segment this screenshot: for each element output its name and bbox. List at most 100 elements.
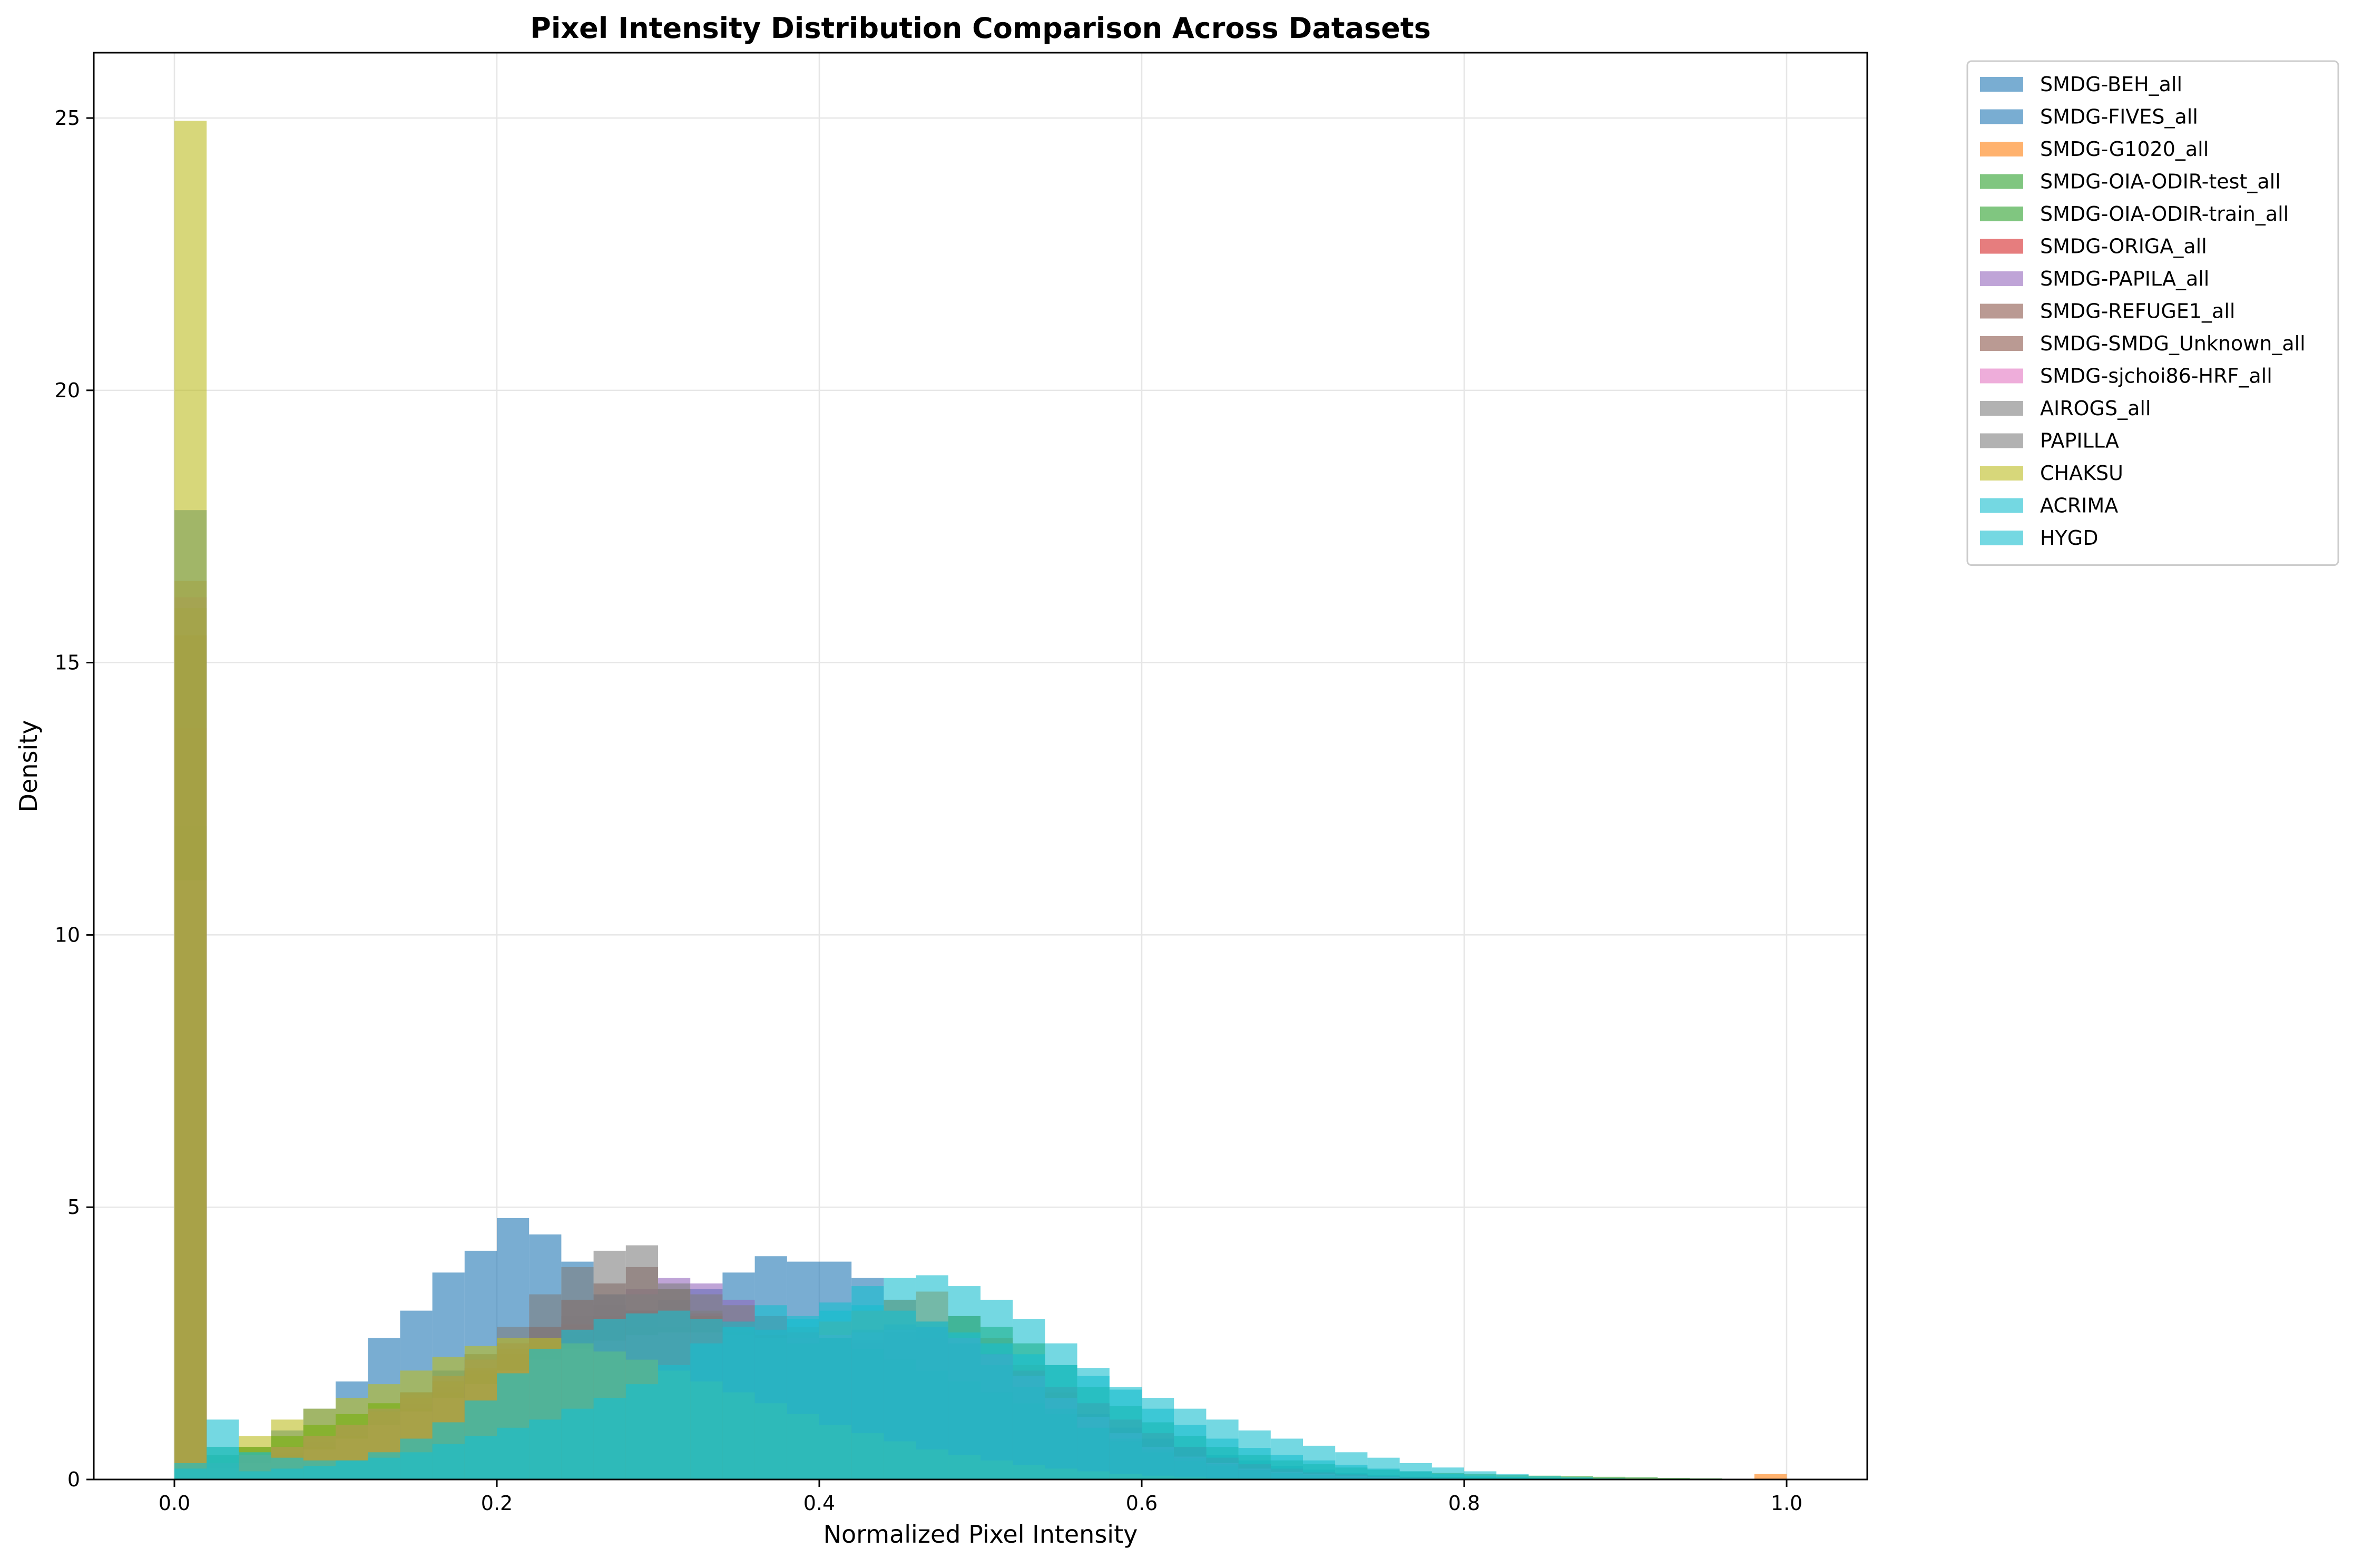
legend-swatch (1980, 109, 2023, 124)
histogram-bar (464, 1400, 497, 1479)
legend-swatch (1980, 239, 2023, 254)
x-tick-label: 0.0 (159, 1492, 190, 1515)
legend-entry-label: SMDG-ORIGA_all (2040, 235, 2207, 258)
legend-entry-label: SMDG-PAPILA_all (2040, 267, 2209, 290)
histogram-bar (368, 1452, 400, 1479)
legend-swatch (1980, 303, 2023, 319)
histogram-bar (336, 1460, 368, 1479)
x-axis-label: Normalized Pixel Intensity (823, 1520, 1138, 1549)
y-tick-label: 5 (67, 1195, 80, 1219)
y-tick-label: 0 (67, 1468, 80, 1491)
legend-swatch (1980, 77, 2023, 92)
histogram-bar (593, 1319, 626, 1479)
legend-entry-label: SMDG-REFUGE1_all (2040, 300, 2235, 323)
histogram-bar (1174, 1425, 1207, 1479)
histogram-bars (174, 121, 1787, 1479)
histogram-bar (948, 1286, 981, 1479)
y-tick-label: 15 (55, 651, 80, 674)
legend: SMDG-BEH_all SMDG-FIVES_all SMDG-G1020_all… (1966, 60, 2339, 566)
histogram-bar (981, 1299, 1013, 1479)
x-tick-label: 0.4 (803, 1492, 835, 1515)
legend-entry-label: SMDG-sjchoi86-HRF_all (2040, 365, 2272, 388)
legend-entry-label: SMDG-OIA-ODIR-test_all (2040, 170, 2281, 193)
histogram-bar (1464, 1475, 1497, 1479)
histogram-bar (625, 1313, 658, 1479)
histogram-bar (1367, 1468, 1400, 1479)
legend-entry-label: AIROGS_all (2040, 397, 2151, 420)
y-tick-label: 10 (55, 923, 80, 946)
histogram-bar (1335, 1465, 1368, 1479)
histogram-bar (1303, 1460, 1336, 1479)
histogram-bar (1528, 1477, 1561, 1479)
y-tick-label: 25 (55, 106, 80, 130)
histogram-bar (884, 1278, 916, 1479)
histogram-bar (561, 1329, 594, 1479)
histogram-bar (916, 1275, 948, 1479)
legend-entry-label: SMDG-BEH_all (2040, 73, 2182, 96)
histogram-bar (722, 1327, 755, 1479)
histogram-bar (1045, 1343, 1077, 1479)
x-tick-label: 0.6 (1126, 1492, 1158, 1515)
histogram-bar (432, 1422, 465, 1479)
legend-swatch (1980, 401, 2023, 416)
histogram-bar (851, 1286, 884, 1479)
legend-swatch (1980, 207, 2023, 221)
histogram-bar (1013, 1319, 1045, 1479)
histogram-bar (239, 1471, 271, 1479)
histogram-bar (303, 1466, 336, 1479)
histogram-bar (787, 1319, 819, 1479)
legend-swatch (1980, 174, 2023, 189)
histogram-bar (400, 1438, 433, 1479)
legend-entry-label: SMDG-G1020_all (2040, 138, 2209, 161)
plot-frame (93, 52, 1868, 1481)
legend-entry-label: CHAKSU (2040, 462, 2123, 485)
legend-swatch (1980, 466, 2023, 481)
histogram-bar (1625, 1477, 1658, 1479)
histogram-bar (1658, 1477, 1690, 1479)
grid (94, 53, 1867, 1481)
legend-swatch (1980, 368, 2023, 384)
legend-entry-label: SMDG-FIVES_all (2040, 105, 2198, 129)
histogram-bar (1593, 1476, 1625, 1479)
y-axis-label: Density (14, 720, 43, 812)
legend-swatch (1980, 498, 2023, 513)
series-HYGD (174, 1275, 1625, 1479)
legend-swatch (1980, 336, 2023, 351)
y-tick-label: 20 (55, 379, 80, 402)
histogram-bar (1754, 1474, 1787, 1479)
histogram-bar (174, 1468, 207, 1479)
histogram-bar (1077, 1368, 1110, 1479)
histogram-bar (271, 1468, 303, 1479)
legend-entry-label: SMDG-SMDG_Unknown_all (2040, 332, 2306, 355)
x-tick-label: 1.0 (1771, 1492, 1802, 1515)
legend-swatch (1980, 433, 2023, 448)
legend-entry-label: SMDG-OIA-ODIR-train_all (2040, 202, 2289, 226)
histogram-bar (174, 121, 207, 1479)
histogram-bar (754, 1329, 787, 1479)
legend-swatch (1980, 531, 2023, 545)
histogram-bar (1109, 1389, 1142, 1479)
legend-entry-label: PAPILLA (2040, 429, 2119, 453)
legend-box (1966, 60, 2339, 566)
chart-title: Pixel Intensity Distribution Comparison … (530, 12, 1431, 45)
x-tick-label: 0.8 (1448, 1492, 1480, 1515)
legend-swatch (1980, 142, 2023, 156)
histogram-bar (497, 1373, 530, 1479)
histogram-bar (819, 1302, 852, 1479)
histogram-bar (1238, 1448, 1271, 1479)
histogram-bar (1399, 1471, 1432, 1479)
histogram-bar (658, 1310, 691, 1479)
histogram-bar (529, 1348, 562, 1479)
histogram-bar (1432, 1474, 1464, 1479)
legend-entry-label: HYGD (2040, 526, 2099, 550)
histogram-bar (1270, 1455, 1303, 1479)
x-tick-label: 0.2 (481, 1492, 513, 1515)
histogram-bar (1496, 1476, 1529, 1479)
histogram-bar (690, 1319, 723, 1479)
axis-ticks: 0.0 0.2 0.4 0.6 0.8 1.0 0 5 10 15 20 25 (55, 106, 1803, 1515)
legend-swatch (1980, 271, 2023, 286)
histogram-bar (207, 1446, 239, 1479)
histogram-bar (1206, 1438, 1239, 1479)
